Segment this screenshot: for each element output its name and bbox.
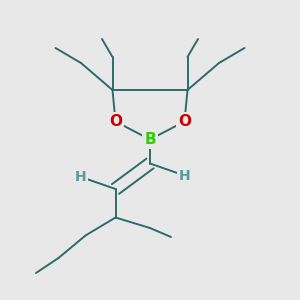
- Text: B: B: [144, 132, 156, 147]
- Text: H: H: [75, 170, 87, 184]
- Text: O: O: [109, 114, 122, 129]
- Text: H: H: [179, 169, 190, 182]
- Text: O: O: [178, 114, 191, 129]
